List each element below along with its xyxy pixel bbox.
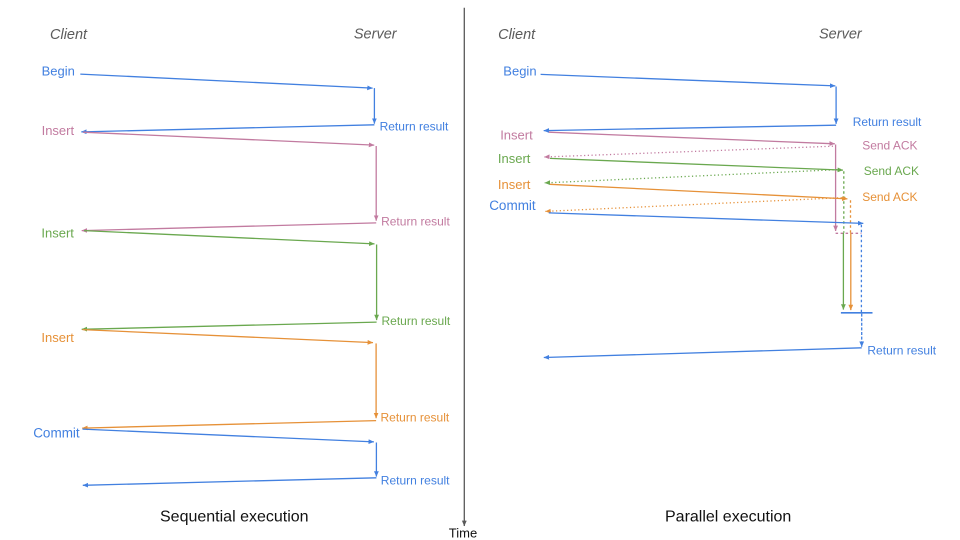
svg-text:Insert: Insert: [498, 177, 531, 192]
svg-text:Insert: Insert: [500, 127, 533, 142]
svg-text:Send ACK: Send ACK: [864, 164, 919, 178]
svg-text:Return result: Return result: [382, 314, 451, 328]
svg-text:Insert: Insert: [42, 123, 75, 138]
svg-text:Send ACK: Send ACK: [862, 139, 917, 153]
svg-text:Return result: Return result: [381, 214, 450, 228]
svg-text:Begin: Begin: [42, 63, 75, 78]
svg-text:Send ACK: Send ACK: [862, 190, 917, 204]
svg-text:Insert: Insert: [41, 330, 74, 345]
svg-text:Commit: Commit: [33, 426, 80, 441]
svg-text:Return result: Return result: [381, 474, 450, 488]
svg-text:Parallel execution: Parallel execution: [665, 509, 791, 526]
svg-text:Insert: Insert: [41, 225, 74, 240]
svg-text:Return result: Return result: [381, 411, 450, 425]
svg-text:Begin: Begin: [503, 63, 536, 78]
svg-text:Client: Client: [50, 27, 88, 43]
svg-text:Commit: Commit: [489, 198, 536, 213]
svg-text:Client: Client: [498, 27, 536, 43]
svg-text:Return result: Return result: [380, 120, 449, 134]
svg-text:Return result: Return result: [867, 343, 936, 357]
svg-text:Time: Time: [449, 525, 477, 540]
svg-text:Insert: Insert: [498, 151, 531, 166]
svg-text:Sequential execution: Sequential execution: [160, 509, 309, 526]
svg-text:Server: Server: [819, 27, 863, 43]
svg-text:Return result: Return result: [853, 115, 922, 129]
svg-text:Server: Server: [354, 26, 398, 42]
